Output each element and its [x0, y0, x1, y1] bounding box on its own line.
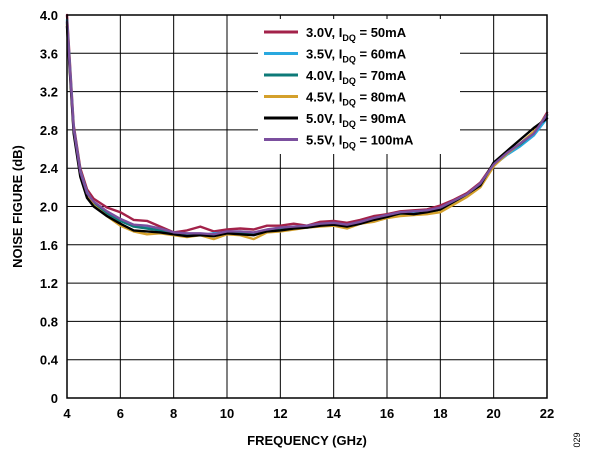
legend-label-1: 3.0V, IDQ = 50mA [306, 25, 407, 43]
figure-id: 029 [572, 432, 582, 447]
legend-label-tail: = 80mA [356, 90, 407, 105]
y-tick-label: 2.8 [40, 123, 58, 138]
legend-label-main: 4.0V, I [306, 68, 342, 83]
y-tick-label: 3.2 [40, 85, 58, 100]
legend-label-main: 3.5V, I [306, 47, 342, 62]
y-tick-label: 1.6 [40, 238, 58, 253]
legend-label-main: 5.0V, I [306, 111, 342, 126]
legend-label-tail: = 90mA [356, 111, 407, 126]
x-tick-labels: 4 6 8 10 12 14 16 18 20 22 [63, 406, 554, 421]
x-tick-label: 14 [326, 406, 341, 421]
legend-label-main: 4.5V, I [306, 90, 342, 105]
x-tick-label: 8 [170, 406, 177, 421]
legend-label-subscript: DQ [342, 98, 356, 108]
x-tick-label: 20 [486, 406, 500, 421]
legend-label-main: 3.0V, I [306, 25, 342, 40]
x-tick-label: 12 [273, 406, 287, 421]
legend-background [258, 19, 460, 154]
legend-label-tail: = 70mA [356, 68, 407, 83]
legend-label-tail: = 100mA [356, 133, 414, 148]
y-axis-label: NOISE FIGURE (dB) [10, 145, 25, 268]
legend-label-subscript: DQ [342, 119, 356, 129]
y-tick-label: 0 [51, 391, 58, 406]
legend-label-subscript: DQ [342, 141, 356, 151]
y-tick-label: 0.4 [40, 353, 59, 368]
legend-label-2: 3.5V, IDQ = 60mA [306, 47, 407, 65]
legend-label-3: 4.0V, IDQ = 70mA [306, 68, 407, 86]
legend-label-5: 5.0V, IDQ = 90mA [306, 111, 407, 129]
x-tick-label: 10 [220, 406, 234, 421]
y-tick-label: 0.8 [40, 314, 58, 329]
x-tick-label: 16 [380, 406, 394, 421]
y-tick-labels: 0 0.4 0.8 1.2 1.6 2.0 2.4 2.8 3.2 3.6 4.0 [40, 8, 59, 406]
legend-label-subscript: DQ [342, 33, 356, 43]
legend-label-subscript: DQ [342, 55, 356, 65]
x-tick-label: 18 [433, 406, 447, 421]
y-tick-label: 4.0 [40, 8, 58, 23]
y-tick-label: 2.0 [40, 200, 58, 215]
series-lines [65, 13, 549, 241]
y-tick-label: 3.6 [40, 46, 58, 61]
legend-label-subscript: DQ [342, 76, 356, 86]
legend-label-tail: = 50mA [356, 25, 407, 40]
legend-label-4: 4.5V, IDQ = 80mA [306, 90, 407, 108]
legend-label-main: 5.5V, I [306, 133, 342, 148]
series-line-6 [65, 20, 549, 236]
x-tick-label: 4 [63, 406, 71, 421]
y-tick-label: 2.4 [40, 161, 59, 176]
x-tick-label: 22 [540, 406, 554, 421]
x-axis-label: FREQUENCY (GHz) [247, 433, 367, 448]
plot-frame [66, 14, 548, 399]
legend-label-tail: = 60mA [356, 47, 407, 62]
y-tick-label: 1.2 [40, 276, 58, 291]
x-tick-label: 6 [117, 406, 124, 421]
legend-label-6: 5.5V, IDQ = 100mA [306, 133, 414, 151]
